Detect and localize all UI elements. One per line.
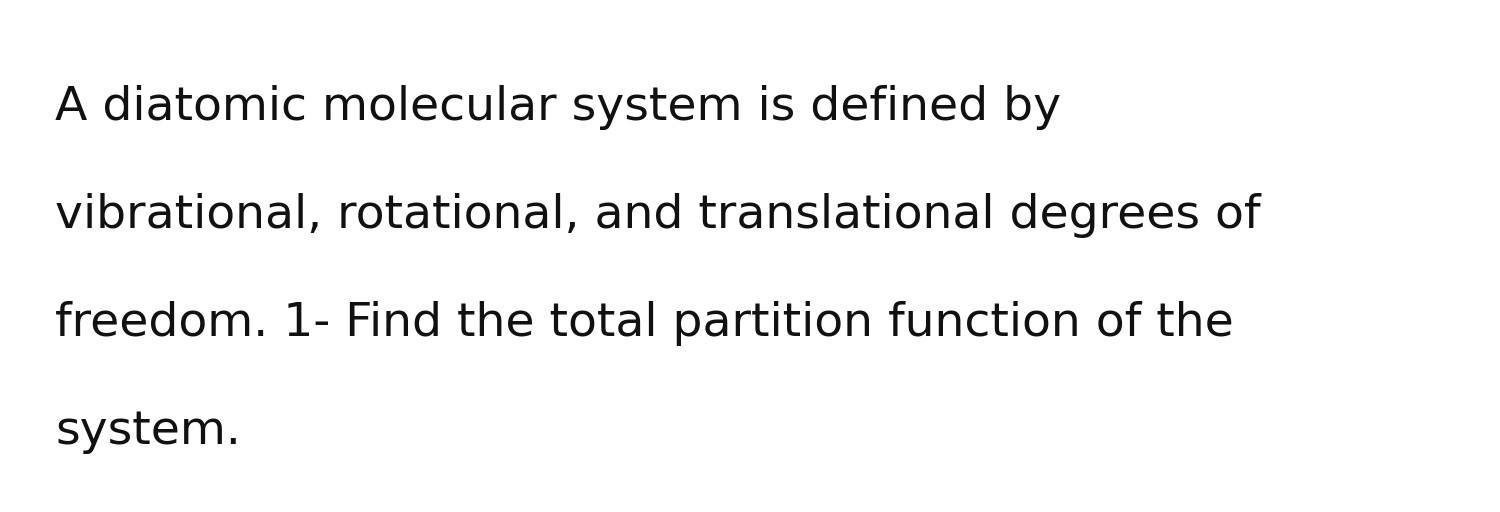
Text: freedom. 1- Find the total partition function of the: freedom. 1- Find the total partition fun…: [56, 301, 1233, 346]
Text: system.: system.: [56, 409, 242, 454]
Text: vibrational, rotational, and translational degrees of: vibrational, rotational, and translation…: [56, 193, 1260, 238]
Text: A diatomic molecular system is defined by: A diatomic molecular system is defined b…: [56, 85, 1060, 130]
